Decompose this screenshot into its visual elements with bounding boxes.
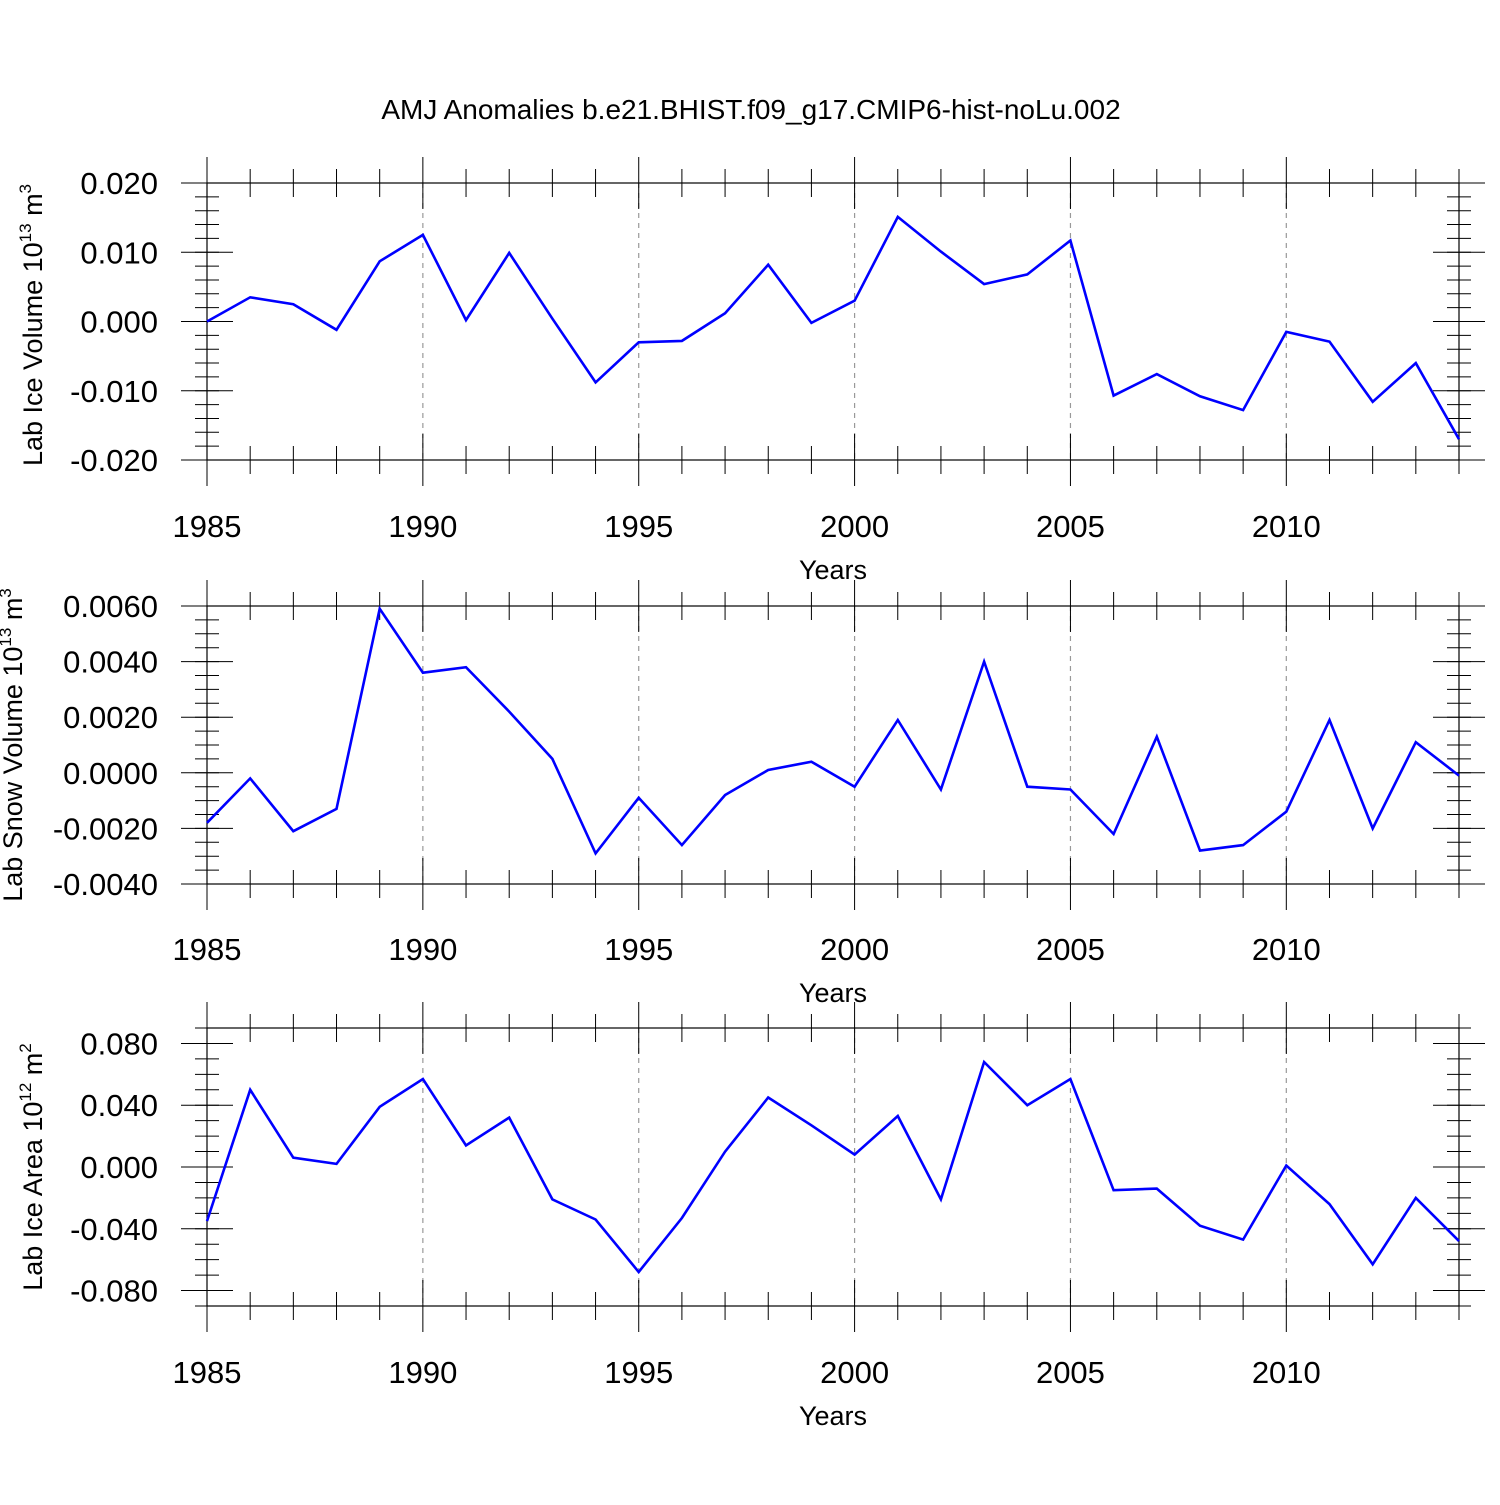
y-tick-label: 0.040: [80, 1088, 158, 1123]
x-tick-label: 1990: [388, 1355, 457, 1390]
x-tick-label: 1995: [604, 509, 673, 544]
chart-panel-2: -0.0040 -0.0020 0.0000 0.0020 0.0040 0.0060 19…: [0, 580, 1485, 1008]
x-tick-label: 2000: [820, 509, 889, 544]
y-tick-label: -0.010: [70, 374, 158, 409]
y-axis-label-unit-exponent: 3: [16, 184, 35, 193]
x-tick-label: 1985: [173, 932, 242, 967]
plot-frame: [206, 1027, 1460, 1307]
y-axis-label-exponent: 12: [16, 1083, 35, 1102]
y-axis-label-text: Lab Snow Volume 10: [0, 647, 28, 902]
y-tick-label: 0.080: [80, 1026, 158, 1061]
x-tick-label: 2000: [820, 1355, 889, 1390]
x-axis-label: Years: [799, 978, 867, 1008]
y-axis-label: Lab Ice Volume 1013 m3: [16, 184, 48, 466]
y-axis-label-unit: m: [0, 598, 28, 628]
x-tick-label: 1995: [604, 932, 673, 967]
y-axis-label-text: Lab Ice Volume 10: [18, 242, 48, 466]
x-tick-label: 2010: [1252, 1355, 1321, 1390]
y-tick-label: 0.000: [80, 305, 158, 340]
y-tick-label: -0.080: [70, 1274, 158, 1309]
x-tick-label: 1985: [173, 1355, 242, 1390]
x-tick-label: 1995: [604, 1355, 673, 1390]
x-tick-label: 1985: [173, 509, 242, 544]
y-tick-label: 0.010: [80, 235, 158, 270]
y-axis-label: Lab Snow Volume 1013 m3: [0, 588, 28, 902]
chart-panel-1: -0.020 -0.010 0.000 0.010 0.020 1985 1990 1995 2…: [16, 157, 1485, 585]
y-tick-label: 0.0000: [63, 756, 158, 791]
x-tick-label: 1990: [388, 932, 457, 967]
y-tick-label: -0.0040: [53, 867, 158, 902]
y-tick-label: 0.020: [80, 166, 158, 201]
y-axis-label-exponent: 13: [16, 223, 35, 242]
chart-panel-3: -0.080 -0.040 0.000 0.040 0.080 1985 1990 1995 2…: [16, 1002, 1485, 1431]
y-tick-label: 0.0040: [63, 645, 158, 680]
y-tick-label: -0.020: [70, 443, 158, 478]
y-axis-label-text: Lab Ice Area 10: [18, 1102, 48, 1291]
x-tick-label: 2000: [820, 932, 889, 967]
y-tick-label: 0.0060: [63, 589, 158, 624]
x-tick-label: 2010: [1252, 509, 1321, 544]
y-tick-label: 0.0020: [63, 700, 158, 735]
y-axis-label: Lab Ice Area 1012 m2: [16, 1043, 48, 1291]
y-axis-label-exponent: 13: [0, 628, 15, 647]
y-axis-label-unit-exponent: 3: [0, 588, 15, 597]
plot-frame: [206, 182, 1460, 461]
x-axis-label: Years: [799, 1401, 867, 1431]
x-tick-label: 2010: [1252, 932, 1321, 967]
y-axis-label-unit-exponent: 2: [16, 1043, 35, 1052]
y-axis-label-unit: m: [18, 1053, 48, 1083]
x-tick-label: 2005: [1036, 932, 1105, 967]
y-tick-label: -0.040: [70, 1212, 158, 1247]
x-tick-label: 2005: [1036, 1355, 1105, 1390]
plot-frame: [206, 605, 1460, 885]
y-tick-label: 0.000: [80, 1150, 158, 1185]
chart-title: AMJ Anomalies b.e21.BHIST.f09_g17.CMIP6-…: [381, 94, 1120, 125]
series-line: [206, 605, 1460, 856]
x-tick-label: 1990: [388, 509, 457, 544]
y-axis-label-unit: m: [18, 193, 48, 223]
series-line: [206, 214, 1461, 440]
x-tick-label: 2005: [1036, 509, 1105, 544]
series-line: [205, 1059, 1460, 1275]
y-tick-label: -0.0020: [53, 811, 158, 846]
x-axis-label: Years: [799, 555, 867, 585]
